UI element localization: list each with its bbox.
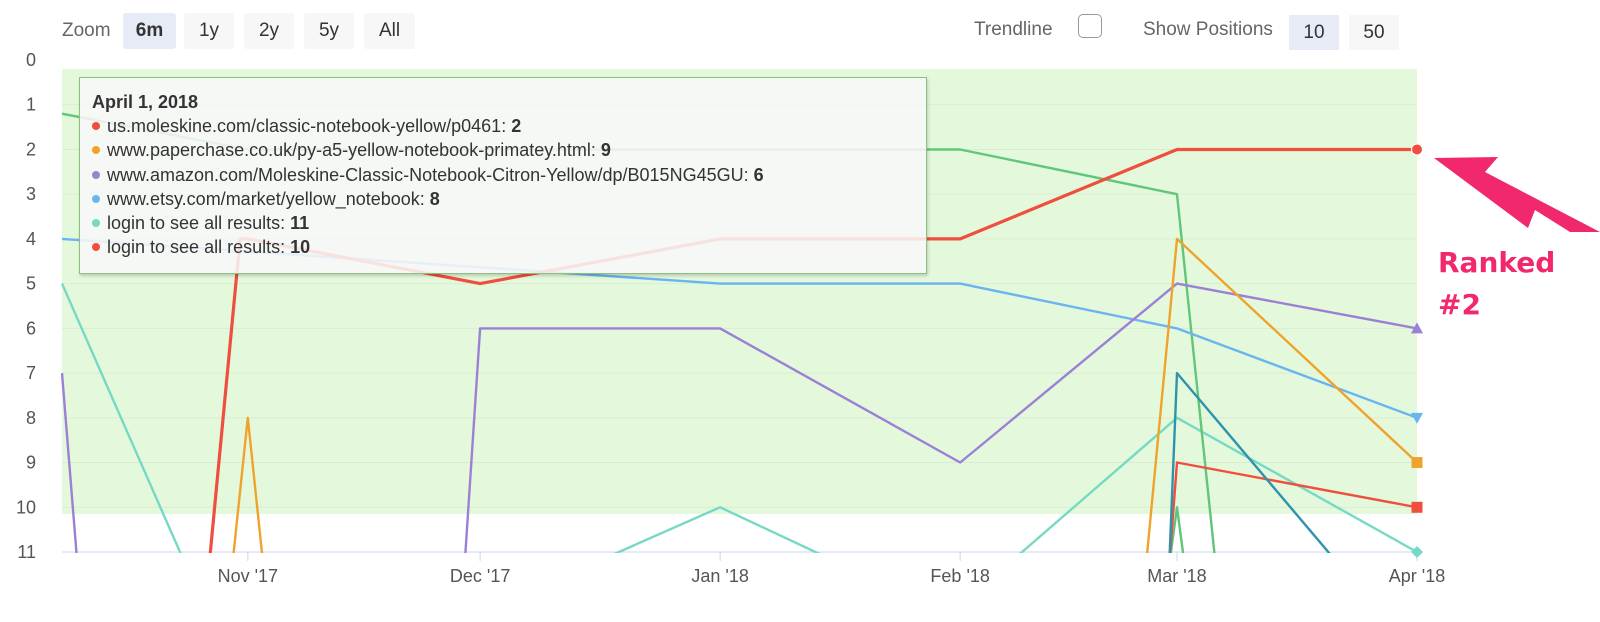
end-marker [1411, 322, 1423, 334]
end-marker [1411, 457, 1423, 469]
series-line [464, 282, 1418, 553]
annotation-line-1: Ranked [1438, 246, 1556, 279]
y-tick-label: 11 [17, 542, 36, 562]
series-line [232, 416, 264, 553]
annotation-line-2: #2 [1438, 288, 1481, 321]
x-tick-label: Feb '18 [930, 566, 989, 586]
end-marker [1411, 501, 1423, 513]
x-tick-label: Apr '18 [1389, 566, 1445, 586]
tooltip-row-value: 11 [290, 213, 310, 234]
series-line [61, 283, 1418, 553]
tooltip-row-value: 6 [753, 164, 764, 185]
tooltip-row-label: login to see all results: [107, 213, 291, 234]
series-dot-icon [92, 243, 100, 252]
x-tick-label: Mar '18 [1147, 566, 1206, 586]
y-axis-ticks: 0 1 2 3 4 5 6 7 8 9 10 11 [16, 50, 36, 562]
zoom-1y-button[interactable]: 1y [184, 13, 234, 49]
series-line [61, 373, 78, 553]
show-positions-label: Show Positions [1143, 19, 1273, 40]
end-marker [1411, 546, 1423, 558]
end-markers [1411, 143, 1423, 558]
tooltip-row: www.amazon.com/Moleskine-Classic-Noteboo… [92, 165, 926, 189]
tooltip-row-label: www.paperchase.co.uk/py-a5-yellow-notebo… [107, 140, 601, 161]
arrow-shape [1434, 157, 1600, 232]
y-tick-label: 10 [16, 497, 36, 517]
series-line [1145, 237, 1418, 553]
chart-tooltip: April 1, 2018 us.moleskine.com/classic-n… [79, 77, 927, 274]
zoom-6m-button[interactable]: 6m [123, 13, 176, 49]
y-tick-label: 9 [26, 453, 36, 473]
y-tick-label: 4 [26, 229, 36, 249]
tooltip-row-value: 10 [290, 237, 311, 258]
tooltip-title: April 1, 2018 [92, 92, 199, 112]
tooltip-row-label: www.amazon.com/Moleskine-Classic-Noteboo… [107, 164, 754, 185]
trendline-label: Trendline [974, 19, 1053, 40]
zoom-5y-button[interactable]: 5y [304, 13, 354, 49]
tooltip-row: us.moleskine.com/classic-notebook-yellow… [92, 116, 926, 140]
series-dot-icon [92, 219, 100, 228]
positions-50-button[interactable]: 50 [1349, 15, 1399, 50]
tooltip-row-value: 8 [429, 188, 440, 209]
series-line [1168, 371, 1331, 553]
x-axis-ticks: Nov '17 Dec '17 Jan '18 Feb '18 Mar '18 Apr '… [218, 552, 1445, 586]
positions-10-button[interactable]: 10 [1289, 15, 1339, 50]
series-dot-icon [92, 194, 100, 203]
series-dot-icon [92, 146, 100, 155]
y-tick-label: 3 [26, 184, 36, 204]
tooltip-row-label: us.moleskine.com/classic-notebook-yellow… [107, 116, 512, 136]
series-line [1168, 461, 1418, 553]
tooltip-row: www.paperchase.co.uk/py-a5-yellow-notebo… [92, 140, 926, 164]
x-tick-label: Jan '18 [691, 566, 748, 586]
y-tick-label: 2 [26, 139, 36, 159]
end-marker [1411, 412, 1423, 424]
y-tick-label: 5 [26, 274, 36, 294]
y-tick-label: 7 [26, 363, 36, 383]
annotation-arrow [1434, 157, 1600, 232]
end-marker [1411, 143, 1423, 156]
zoom-all-button[interactable]: All [364, 13, 415, 49]
trendline-checkbox[interactable] [1078, 14, 1102, 38]
tooltip-row: www.etsy.com/market/yellow_notebook: 8 [92, 189, 926, 213]
tooltip-row: login to see all results: 10 [92, 237, 926, 261]
tooltip-rows: us.moleskine.com/classic-notebook-yellow… [92, 116, 926, 262]
tooltip-row: login to see all results: 11 [92, 213, 926, 237]
series-dot-icon [92, 122, 100, 130]
x-tick-label: Dec '17 [450, 566, 510, 586]
y-tick-label: 0 [26, 50, 36, 70]
tooltip-row-label: www.etsy.com/market/yellow_notebook: [107, 188, 430, 209]
tooltip-row-label: login to see all results: [107, 237, 291, 258]
y-tick-label: 8 [26, 408, 36, 428]
tooltip-row-value: 2 [511, 116, 522, 136]
tooltip-row-value: 9 [600, 140, 611, 161]
y-tick-label: 1 [26, 95, 36, 115]
x-tick-label: Nov '17 [218, 566, 278, 586]
zoom-2y-button[interactable]: 2y [244, 13, 294, 49]
chart-toolbar: Zoom 6m 1y 2y 5y All Trendline Show Posi… [0, 12, 1600, 52]
y-tick-label: 6 [26, 318, 36, 338]
zoom-label: Zoom [62, 20, 111, 41]
ranked-annotation: Ranked #2 [1438, 242, 1555, 326]
series-dot-icon [92, 170, 100, 179]
